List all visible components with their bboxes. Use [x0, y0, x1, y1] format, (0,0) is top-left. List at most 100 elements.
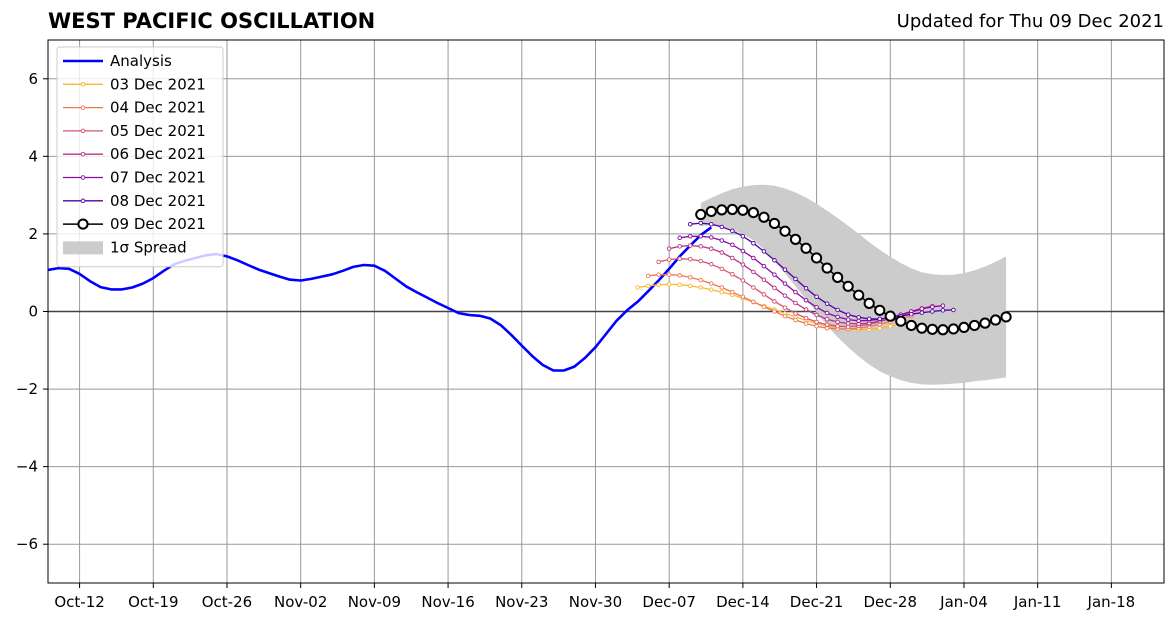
- series-point-6: [687, 221, 693, 227]
- series-point-6: [719, 224, 725, 230]
- series-point-3: [740, 278, 746, 283]
- series-point-latest: [874, 304, 886, 316]
- series-point-5: [835, 314, 840, 320]
- series-point-3: [814, 319, 819, 325]
- series-point-3: [677, 256, 682, 262]
- series-point-6: [814, 294, 819, 300]
- series-point-4: [730, 255, 735, 261]
- series-point-latest: [979, 317, 991, 329]
- series-point-6: [919, 310, 925, 315]
- series-point-2: [782, 313, 788, 319]
- legend-label: 08 Dec 2021: [110, 192, 206, 210]
- series-point-5: [687, 234, 693, 239]
- legend-label: 03 Dec 2021: [110, 75, 206, 93]
- legend-marker: [80, 128, 86, 134]
- x-tick-label: Nov-30: [569, 593, 622, 611]
- y-tick-label: 0: [28, 303, 38, 321]
- series-point-4: [751, 269, 756, 275]
- x-tick-label: Oct-12: [54, 593, 104, 611]
- x-tick-label: Jan-04: [939, 593, 988, 611]
- series-point-6: [909, 311, 914, 317]
- series-point-6: [856, 315, 861, 320]
- series-point-2: [730, 289, 735, 295]
- series-point-2: [698, 277, 704, 283]
- series-point-4: [793, 300, 798, 306]
- series-point-2: [677, 273, 682, 278]
- series-point-3: [687, 256, 693, 262]
- series-point-5: [719, 238, 725, 243]
- series-point-6: [740, 234, 746, 239]
- series-point-2: [761, 304, 767, 310]
- series-point-4: [698, 244, 704, 249]
- series-point-1: [888, 323, 893, 329]
- legend-box: [56, 46, 224, 268]
- series-point-4: [677, 244, 682, 249]
- series-point-2: [740, 294, 746, 300]
- series-point-3: [782, 305, 788, 310]
- series-point-latest: [821, 262, 833, 274]
- x-tick-label: Nov-09: [348, 593, 401, 611]
- series-point-6: [698, 220, 704, 226]
- series-point-5: [772, 272, 777, 277]
- series-point-6: [940, 308, 946, 313]
- y-tick-label: −2: [16, 380, 38, 398]
- series-point-2: [687, 275, 693, 280]
- series-point-latest: [916, 322, 928, 334]
- series-point-3: [761, 292, 767, 297]
- series-point-6: [772, 258, 777, 263]
- series-point-1: [877, 325, 882, 331]
- series-point-4: [740, 262, 746, 267]
- series-point-4: [824, 317, 830, 322]
- legend-label: Analysis: [110, 52, 172, 70]
- legend-marker: [80, 82, 86, 87]
- series-point-latest: [958, 321, 970, 334]
- series-point-4: [687, 243, 693, 248]
- x-tick-label: Oct-26: [202, 593, 252, 611]
- series-point-latest: [737, 204, 749, 216]
- series-point-6: [782, 267, 788, 272]
- series-point-5: [740, 248, 746, 254]
- series-point-latest: [853, 289, 865, 301]
- series-point-latest: [789, 233, 802, 245]
- series-point-6: [761, 249, 767, 254]
- legend-label: 09 Dec 2021: [110, 215, 206, 233]
- series-point-3: [698, 258, 704, 264]
- series-point-3: [803, 315, 809, 321]
- series-point-2: [772, 309, 777, 314]
- x-tick-label: Dec-21: [790, 593, 844, 611]
- series-point-5: [814, 304, 819, 310]
- series-point-2: [803, 321, 809, 326]
- series-point-5: [709, 235, 714, 240]
- series-point-5: [698, 234, 704, 239]
- series-point-3: [719, 266, 725, 272]
- series-point-latest: [768, 217, 781, 230]
- series-point-latest: [968, 319, 981, 332]
- series-point-4: [845, 321, 851, 326]
- legend-marker: [77, 218, 89, 230]
- series-point-2: [719, 285, 725, 290]
- series-point-4: [803, 307, 809, 312]
- series-point-3: [835, 323, 840, 329]
- series-point-3: [793, 311, 798, 316]
- series-point-latest: [863, 297, 875, 309]
- x-tick-label: Oct-19: [128, 593, 178, 611]
- series-point-6: [835, 307, 840, 313]
- series-point-5: [793, 289, 798, 295]
- series-point-4: [666, 246, 672, 251]
- series-point-3: [824, 322, 830, 327]
- series-point-4: [709, 246, 714, 251]
- series-point-2: [751, 299, 756, 305]
- series-point-1: [687, 283, 693, 289]
- series-point-5: [782, 281, 788, 286]
- series-point-4: [761, 277, 767, 282]
- series-point-6: [824, 301, 830, 306]
- legend-marker: [80, 151, 86, 157]
- series-point-latest: [832, 271, 844, 283]
- x-tick-label: Dec-14: [716, 593, 770, 611]
- series-point-latest: [716, 204, 728, 216]
- series-point-3: [709, 261, 714, 267]
- legend-marker: [80, 198, 86, 204]
- y-tick-label: −4: [16, 458, 38, 476]
- series-point-6: [951, 307, 956, 313]
